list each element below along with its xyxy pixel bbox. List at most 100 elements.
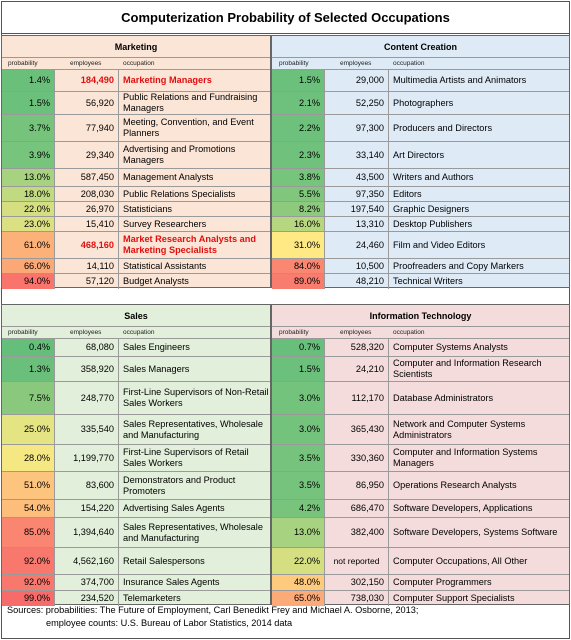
employees-column-header: employees xyxy=(70,329,102,336)
column-header-row: probability employees occupation xyxy=(272,58,569,69)
table-row: 54.0% 154,220 Advertising Sales Agents xyxy=(2,499,270,517)
employees-cell: 97,350 xyxy=(325,187,389,201)
column-header-row: probability employees occupation xyxy=(2,327,270,338)
employees-cell: 335,540 xyxy=(55,415,119,444)
employees-cell: 48,210 xyxy=(325,274,389,289)
panel-title-content-creation: Content Creation xyxy=(272,36,569,58)
employees-cell: 112,170 xyxy=(325,382,389,414)
occupation-cell: Writers and Authors xyxy=(393,172,474,182)
employees-cell: 197,540 xyxy=(325,202,389,216)
probability-cell: 54.0% xyxy=(2,500,55,517)
occupation-cell: Database Administrators xyxy=(393,392,494,403)
table-row: 22.0% 26,970 Statisticians xyxy=(2,201,270,216)
table-row: 2.1% 52,250 Photographers xyxy=(272,91,569,114)
employees-column-header: employees xyxy=(70,60,102,67)
occupation-cell: Technical Writers xyxy=(393,276,463,286)
occupation-cell: Computer Programmers xyxy=(393,577,492,587)
occupation-cell: Advertising Sales Agents xyxy=(123,503,225,513)
probability-column-header: probability xyxy=(8,60,38,67)
employees-cell: 13,310 xyxy=(325,217,389,231)
occupation-cell: Public Relations and Fundraising Manager… xyxy=(123,92,258,113)
probability-cell: 3.5% xyxy=(272,445,325,471)
probability-cell: 1.3% xyxy=(2,357,55,381)
probability-cell: 92.0% xyxy=(2,575,55,590)
table-row: 31.0% 24,460 Film and Video Editors xyxy=(272,231,569,258)
panel-marketing: Marketing probability employees occupation 1… xyxy=(1,35,271,289)
probability-cell: 51.0% xyxy=(2,472,55,499)
table-row: 3.7% 77,940 Meeting, Convention, and Event… xyxy=(2,114,270,141)
occupation-cell: Editors xyxy=(393,188,422,199)
column-header-row: probability employees occupation xyxy=(272,327,569,338)
employees-cell: 15,410 xyxy=(55,217,119,231)
table-row: 3.0% 365,430 Network and Computer Systems … xyxy=(272,414,569,444)
occupation-cell: Retail Salespersons xyxy=(123,555,205,566)
probability-column-header: probability xyxy=(279,60,309,67)
probability-cell: 0.4% xyxy=(2,339,55,356)
table-row: 0.4% 68,080 Sales Engineers xyxy=(2,338,270,356)
table-row: 66.0% 14,110 Statistical Assistants xyxy=(2,258,270,273)
employees-cell: 365,430 xyxy=(325,415,389,444)
employees-cell: 4,562,160 xyxy=(55,548,119,574)
employees-column-header: employees xyxy=(340,329,372,336)
employees-cell: 1,394,640 xyxy=(55,518,119,547)
probability-cell: 5.5% xyxy=(272,187,325,201)
table-row: 3.8% 43,500 Writers and Authors xyxy=(272,168,569,186)
occupation-cell: Advertising and Promotions Managers xyxy=(123,144,236,165)
table-row: 92.0% 374,700 Insurance Sales Agents xyxy=(2,574,270,590)
occupation-cell: Desktop Publishers xyxy=(393,218,473,229)
table-row: 23.0% 15,410 Survey Researchers xyxy=(2,216,270,231)
occupation-cell: Telemarketers xyxy=(123,593,181,603)
table-row: 94.0% 57,120 Budget Analysts xyxy=(2,273,270,289)
occupation-cell: Producers and Directors xyxy=(393,122,493,133)
probability-cell: 31.0% xyxy=(272,232,325,258)
probability-cell: 92.0% xyxy=(2,548,55,574)
occupation-cell: Computer Occupations, All Other xyxy=(393,555,528,566)
table-row: 18.0% 208,030 Public Relations Specialists xyxy=(2,186,270,201)
occupation-cell: Budget Analysts xyxy=(123,276,189,286)
table-row: 3.5% 330,360 Computer and Information Syst… xyxy=(272,444,569,471)
probability-cell: 25.0% xyxy=(2,415,55,444)
probability-cell: 3.9% xyxy=(2,142,55,168)
occupation-cell: Sales Engineers xyxy=(123,342,190,352)
probability-cell: 1.5% xyxy=(272,70,325,91)
occupation-cell: Marketing Managers xyxy=(123,75,212,85)
employees-cell: 154,220 xyxy=(55,500,119,517)
occupation-cell: Meeting, Convention, and Event Planners xyxy=(123,117,254,138)
table-row: 48.0% 302,150 Computer Programmers xyxy=(272,574,569,590)
probability-cell: 2.2% xyxy=(272,115,325,141)
employees-cell: 43,500 xyxy=(325,169,389,186)
sources-line-1: Sources: probabilities: The Future of Em… xyxy=(7,605,419,615)
occupation-cell: Multimedia Artists and Animators xyxy=(393,75,527,85)
employees-cell: 33,140 xyxy=(325,142,389,168)
table-row: 22.0% not reported Computer Occupations, A… xyxy=(272,547,569,574)
occupation-cell: Sales Representatives, Wholesale and Man… xyxy=(123,521,263,543)
employees-cell: 528,320 xyxy=(325,339,389,356)
chart-title: Computerization Probability of Selected … xyxy=(1,2,570,34)
employees-cell: 374,700 xyxy=(55,575,119,590)
table-row: 84.0% 10,500 Proofreaders and Copy Markers xyxy=(272,258,569,273)
table-row: 7.5% 248,770 First-Line Supervisors of Non… xyxy=(2,381,270,414)
probability-cell: 22.0% xyxy=(2,202,55,216)
occupation-cell: Proofreaders and Copy Markers xyxy=(393,260,524,271)
employees-cell: 208,030 xyxy=(55,187,119,201)
probability-cell: 13.0% xyxy=(2,169,55,186)
panel-title-information-technology: Information Technology xyxy=(272,305,569,327)
probability-cell: 99.0% xyxy=(2,591,55,606)
employees-column-header: employees xyxy=(340,60,372,67)
panel-information-technology: Information Technology probability employe… xyxy=(271,304,570,606)
employees-cell: 29,340 xyxy=(55,142,119,168)
probability-cell: 8.2% xyxy=(272,202,325,216)
employees-cell: 68,080 xyxy=(55,339,119,356)
table-row: 65.0% 738,030 Computer Support Specialists xyxy=(272,590,569,606)
table-row: 8.2% 197,540 Graphic Designers xyxy=(272,201,569,216)
employees-cell: 1,199,770 xyxy=(55,445,119,471)
probability-cell: 28.0% xyxy=(2,445,55,471)
employees-cell: 26,970 xyxy=(55,202,119,216)
employees-cell: 358,920 xyxy=(55,357,119,381)
table-row: 1.3% 358,920 Sales Managers xyxy=(2,356,270,381)
probability-column-header: probability xyxy=(8,329,38,336)
employees-cell: 330,360 xyxy=(325,445,389,471)
probability-cell: 84.0% xyxy=(272,259,325,273)
probability-cell: 1.5% xyxy=(272,357,325,381)
occupation-cell: Software Developers, Applications xyxy=(393,503,533,513)
